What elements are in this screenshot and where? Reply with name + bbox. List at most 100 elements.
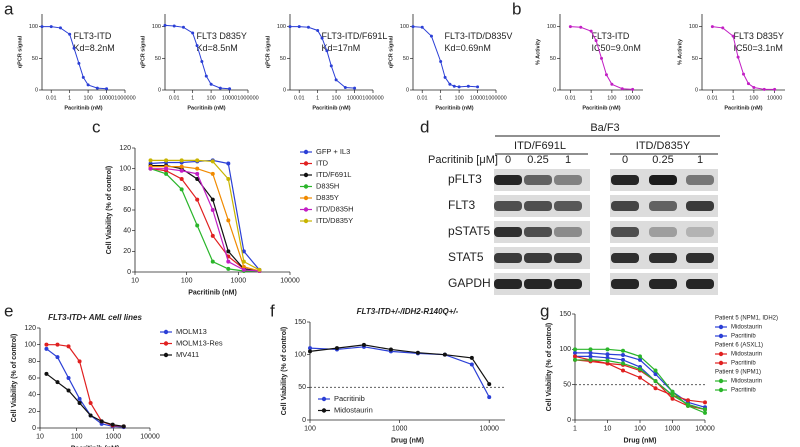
data-point (210, 171, 215, 176)
data-point (241, 264, 246, 269)
x-tick-label: 10000 (470, 95, 485, 101)
annotation: FLT3 D835Y (734, 31, 784, 41)
data-point (288, 25, 292, 29)
x-tick-label: 10000 (280, 278, 300, 285)
data-point (179, 158, 184, 163)
data-point (621, 348, 626, 353)
data-point (77, 401, 82, 405)
blot-band (494, 201, 522, 211)
data-point (228, 87, 232, 91)
data-point (610, 82, 614, 86)
dose: 0.25 (527, 154, 548, 166)
data-point (605, 355, 610, 360)
data-point (241, 267, 246, 272)
data-point (226, 259, 231, 264)
x-tick-label: 0.01 (565, 95, 576, 101)
x-tick-label: 10 (131, 278, 139, 285)
data-point (68, 32, 72, 36)
data-point (594, 39, 598, 43)
blot-band (611, 175, 639, 185)
data-point (638, 357, 642, 362)
data-point (670, 389, 675, 394)
y-tick-label: 100 (547, 24, 556, 30)
x-tick-label: 1000000 (114, 95, 135, 101)
data-point (420, 25, 424, 29)
y-tick-label: 100 (400, 24, 409, 30)
data-point (209, 82, 213, 86)
blot-band (554, 227, 582, 237)
x-tick-label: 100 (181, 278, 193, 285)
annotation: Kd=17nM (322, 43, 361, 53)
x-tick-label: 1000 (231, 278, 247, 285)
data-point (703, 410, 707, 415)
data-point (573, 350, 577, 355)
x-tick-label: 10000 (140, 434, 160, 441)
x-tick-label: 1000000 (362, 95, 383, 101)
y-tick-label: 50 (32, 56, 38, 62)
blot-band (611, 279, 639, 289)
y-axis-label: qPCR signal (388, 35, 394, 68)
x-tick-label: 1000000 (485, 95, 506, 101)
blot-band (494, 227, 522, 237)
legend-label: Midostaurin (731, 325, 762, 331)
legend-label: Midostaurin (731, 352, 762, 358)
blot-band (686, 253, 714, 263)
data-point (195, 177, 200, 181)
x-tick-label: 100 (304, 426, 316, 433)
dose: 0 (505, 154, 511, 166)
data-point (752, 85, 756, 89)
data-point (621, 352, 626, 357)
data-point (164, 171, 169, 176)
data-point (210, 197, 215, 202)
curve (309, 346, 490, 398)
x-tick-label: 1000 (106, 434, 122, 441)
y-tick-label: 50 (155, 56, 161, 62)
curve (150, 159, 260, 271)
blot-band (611, 201, 639, 211)
x-tick-label: 0.01 (417, 95, 428, 101)
blot-band (554, 253, 582, 263)
y-tick-label: 0 (283, 87, 286, 93)
data-point (621, 368, 626, 373)
data-point (621, 357, 626, 362)
x-tick-label: 1 (573, 426, 577, 433)
legend-label: ITD/D835Y (316, 216, 353, 225)
data-point (110, 422, 115, 427)
blot-band (611, 253, 639, 263)
data-point (325, 49, 329, 53)
blot-band (524, 279, 552, 289)
data-point (226, 266, 231, 271)
legend-marker (303, 207, 309, 212)
data-point (226, 177, 231, 181)
blot-band (649, 227, 677, 237)
data-point (589, 29, 593, 33)
blot-band (686, 201, 714, 211)
dose: 0.25 (652, 154, 673, 166)
data-point (226, 218, 231, 223)
panel-letter: e (4, 301, 13, 320)
x-tick-label: 0.01 (169, 95, 180, 101)
legend-marker (303, 149, 309, 155)
data-point (388, 347, 393, 352)
data-point (600, 56, 603, 60)
data-point (195, 223, 200, 228)
data-point (55, 342, 60, 347)
x-tick-label: 100 (634, 426, 646, 433)
y-tick-label: 100 (29, 24, 38, 30)
blot-band (524, 201, 552, 211)
data-point (448, 82, 452, 86)
legend-label: Pacritinib (731, 334, 756, 340)
data-point (200, 60, 204, 63)
blot-row-label: FLT3 (448, 198, 475, 212)
data-point (316, 28, 320, 32)
x-tick-label: 100 (607, 95, 616, 101)
legend-marker (303, 195, 309, 201)
curve (575, 355, 706, 410)
curve (164, 24, 230, 90)
x-axis-label: Pacritinib (nM) (188, 289, 237, 296)
data-point (308, 346, 312, 351)
data-point (329, 64, 333, 68)
blot-band (554, 201, 582, 211)
data-point (226, 161, 231, 166)
